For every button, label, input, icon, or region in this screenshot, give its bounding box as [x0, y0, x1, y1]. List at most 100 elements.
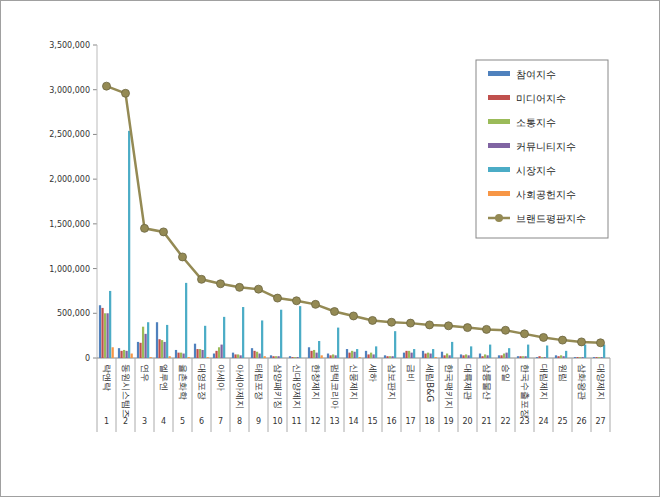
- category-number: 6: [199, 417, 204, 426]
- line-marker: [407, 319, 415, 327]
- x-tick-label: 대양제지: [596, 364, 606, 400]
- x-tick-label: 율촌화학: [178, 364, 188, 400]
- bar: [557, 356, 559, 358]
- bar: [346, 349, 348, 358]
- x-tick-label: 금비: [406, 364, 416, 382]
- line-marker: [388, 318, 396, 326]
- bar: [555, 355, 557, 358]
- category-separator: [192, 358, 193, 432]
- bar: [430, 354, 432, 358]
- line-marker: [464, 324, 472, 332]
- bar: [278, 356, 280, 358]
- category-number: 26: [576, 417, 586, 426]
- legend-swatch: [488, 119, 510, 124]
- category-separator: [610, 358, 611, 432]
- bar: [161, 340, 163, 358]
- category-separator: [287, 358, 288, 432]
- category-separator: [230, 358, 231, 432]
- bar: [272, 356, 274, 358]
- category-number: 10: [272, 417, 282, 426]
- bar: [188, 357, 190, 358]
- bar: [150, 357, 152, 358]
- bar: [237, 354, 239, 358]
- bar: [411, 353, 413, 358]
- x-tick-label: 한창제지: [311, 364, 321, 400]
- bar: [460, 354, 462, 358]
- bar: [454, 358, 456, 359]
- x-tick-label: 삼륭물산: [482, 364, 492, 400]
- y-tick-label: 1,000,000: [49, 265, 90, 274]
- category-separator: [211, 358, 212, 432]
- legend-swatch: [488, 167, 510, 172]
- bar: [568, 358, 570, 359]
- bar: [137, 342, 139, 358]
- line-marker: [103, 82, 111, 90]
- bar: [394, 331, 396, 358]
- line-marker: [426, 321, 434, 329]
- bar: [574, 357, 576, 358]
- bar: [340, 358, 342, 359]
- line-marker: [312, 300, 320, 308]
- bar: [218, 347, 220, 358]
- category-number: 25: [557, 417, 567, 426]
- x-tick-label: 연우: [140, 364, 150, 382]
- bar: [503, 354, 505, 358]
- bar: [432, 349, 434, 358]
- bar: [147, 322, 149, 358]
- bar: [261, 320, 263, 358]
- bar: [443, 355, 445, 358]
- bar: [517, 356, 519, 358]
- x-tick-label: 한국수출포장: [520, 364, 530, 418]
- category-number: 9: [256, 417, 261, 426]
- bar: [462, 355, 464, 358]
- line-marker: [483, 325, 491, 333]
- legend-box: [476, 60, 608, 238]
- bar: [389, 356, 391, 358]
- bar: [270, 355, 272, 358]
- bar: [473, 358, 475, 359]
- line-marker: [179, 253, 187, 261]
- category-separator: [382, 358, 383, 432]
- line-marker: [597, 339, 605, 347]
- bar: [145, 334, 147, 358]
- bar: [118, 348, 120, 358]
- bar: [603, 345, 605, 358]
- x-tick-label: 아세아: [216, 364, 226, 391]
- bar: [264, 356, 266, 358]
- bar: [470, 346, 472, 358]
- bar: [587, 358, 589, 359]
- x-tick-label: 승일: [501, 364, 511, 382]
- line-marker: [445, 322, 453, 330]
- bar: [565, 351, 567, 358]
- bar: [560, 355, 562, 358]
- bar: [359, 357, 361, 358]
- category-separator: [135, 358, 136, 432]
- category-number: 14: [348, 417, 358, 426]
- bar: [606, 358, 608, 359]
- bar: [253, 351, 255, 358]
- y-tick: [93, 223, 97, 224]
- bar: [367, 354, 369, 358]
- bar: [123, 350, 125, 358]
- bar: [422, 351, 424, 358]
- y-tick-label: 3,500,000: [49, 41, 90, 50]
- line-marker: [521, 330, 529, 338]
- bar: [169, 356, 171, 358]
- bar: [232, 353, 234, 358]
- legend-swatch: [488, 191, 510, 196]
- legend-label: 미디어지수: [516, 93, 566, 104]
- bar: [223, 317, 225, 358]
- bar: [185, 283, 187, 358]
- y-axis: [97, 45, 98, 358]
- y-tick: [93, 89, 97, 90]
- bar: [335, 355, 337, 358]
- bar: [354, 352, 356, 358]
- line: [107, 86, 601, 343]
- line-marker: [274, 294, 282, 302]
- bar: [546, 345, 548, 358]
- category-number: 2: [123, 417, 128, 426]
- category-number: 8: [237, 417, 242, 426]
- bar: [221, 345, 223, 358]
- bar: [337, 328, 339, 358]
- bar: [427, 353, 429, 358]
